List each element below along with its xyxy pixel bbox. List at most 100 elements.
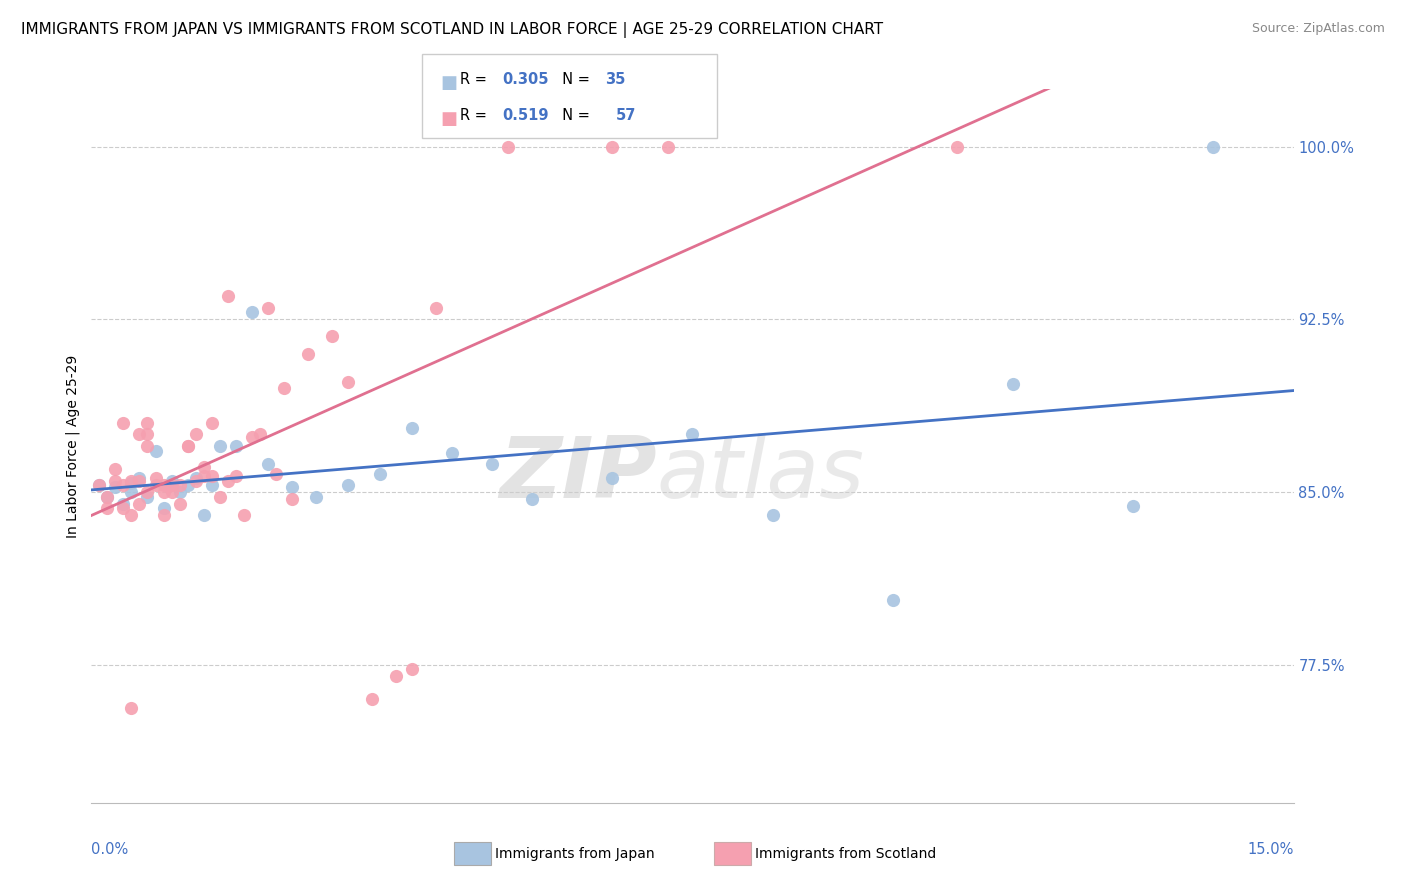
- Point: [104, 462, 127, 476]
- Point: [160, 485, 183, 500]
- Point: [136, 490, 159, 504]
- Point: [152, 501, 174, 516]
- Point: [217, 289, 239, 303]
- Text: 0.0%: 0.0%: [91, 842, 128, 857]
- Point: [201, 416, 224, 430]
- Point: [152, 478, 174, 492]
- Point: [96, 490, 118, 504]
- Text: 35: 35: [605, 72, 624, 87]
- Point: [321, 328, 343, 343]
- Point: [160, 474, 183, 488]
- Point: [112, 501, 135, 516]
- Point: [169, 497, 191, 511]
- Point: [217, 474, 239, 488]
- Point: [89, 478, 111, 492]
- Text: R =: R =: [460, 72, 491, 87]
- Point: [256, 458, 278, 472]
- Text: atlas: atlas: [657, 433, 865, 516]
- Text: ZIP: ZIP: [499, 433, 657, 516]
- Point: [1122, 499, 1144, 513]
- Text: N =: N =: [553, 72, 595, 87]
- Point: [946, 140, 969, 154]
- Point: [112, 497, 135, 511]
- Point: [240, 430, 263, 444]
- Point: [385, 669, 408, 683]
- Point: [882, 593, 904, 607]
- Point: [89, 478, 111, 492]
- Point: [281, 480, 304, 494]
- Point: [184, 474, 207, 488]
- Point: [481, 458, 503, 472]
- Point: [193, 508, 215, 522]
- Point: [193, 469, 215, 483]
- Point: [121, 485, 143, 500]
- Point: [145, 443, 167, 458]
- Point: [145, 478, 167, 492]
- Point: [121, 475, 143, 490]
- Point: [1001, 376, 1024, 391]
- Point: [128, 474, 150, 488]
- Point: [425, 301, 447, 315]
- Point: [201, 478, 224, 492]
- Point: [176, 439, 198, 453]
- Point: [440, 446, 463, 460]
- Point: [336, 375, 359, 389]
- Point: [249, 427, 271, 442]
- Point: [360, 692, 382, 706]
- Point: [152, 508, 174, 522]
- Point: [112, 478, 135, 492]
- Text: IMMIGRANTS FROM JAPAN VS IMMIGRANTS FROM SCOTLAND IN LABOR FORCE | AGE 25-29 COR: IMMIGRANTS FROM JAPAN VS IMMIGRANTS FROM…: [21, 22, 883, 38]
- Point: [193, 459, 215, 474]
- Point: [297, 347, 319, 361]
- Point: [762, 508, 785, 522]
- Point: [184, 427, 207, 442]
- Point: [145, 471, 167, 485]
- Point: [273, 381, 295, 395]
- Point: [401, 662, 423, 676]
- Text: ■: ■: [440, 74, 457, 92]
- Point: [256, 301, 278, 315]
- Point: [208, 490, 231, 504]
- Point: [522, 491, 544, 506]
- Point: [240, 305, 263, 319]
- Point: [184, 471, 207, 485]
- Point: [201, 469, 224, 483]
- Point: [128, 471, 150, 485]
- Point: [112, 416, 135, 430]
- Text: 15.0%: 15.0%: [1247, 842, 1294, 857]
- Point: [281, 491, 304, 506]
- Point: [121, 701, 143, 715]
- Point: [336, 478, 359, 492]
- Point: [264, 467, 287, 481]
- Text: Immigrants from Japan: Immigrants from Japan: [495, 847, 655, 861]
- Point: [368, 467, 391, 481]
- Text: 0.305: 0.305: [502, 72, 548, 87]
- Point: [128, 427, 150, 442]
- Point: [169, 485, 191, 500]
- Text: 57: 57: [616, 108, 636, 123]
- Point: [225, 469, 247, 483]
- Point: [208, 439, 231, 453]
- Point: [602, 471, 624, 485]
- Point: [176, 478, 198, 492]
- Text: Immigrants from Scotland: Immigrants from Scotland: [755, 847, 936, 861]
- Point: [232, 508, 254, 522]
- Point: [401, 420, 423, 434]
- Point: [104, 474, 127, 488]
- Point: [681, 427, 703, 442]
- Point: [496, 140, 519, 154]
- Point: [136, 416, 159, 430]
- Point: [121, 474, 143, 488]
- Point: [1202, 140, 1225, 154]
- Text: R =: R =: [460, 108, 491, 123]
- Text: ■: ■: [440, 110, 457, 128]
- Text: Source: ZipAtlas.com: Source: ZipAtlas.com: [1251, 22, 1385, 36]
- Point: [136, 439, 159, 453]
- Point: [169, 478, 191, 492]
- Point: [136, 427, 159, 442]
- Point: [225, 439, 247, 453]
- Point: [176, 439, 198, 453]
- Point: [96, 490, 118, 504]
- Point: [96, 501, 118, 516]
- Point: [602, 140, 624, 154]
